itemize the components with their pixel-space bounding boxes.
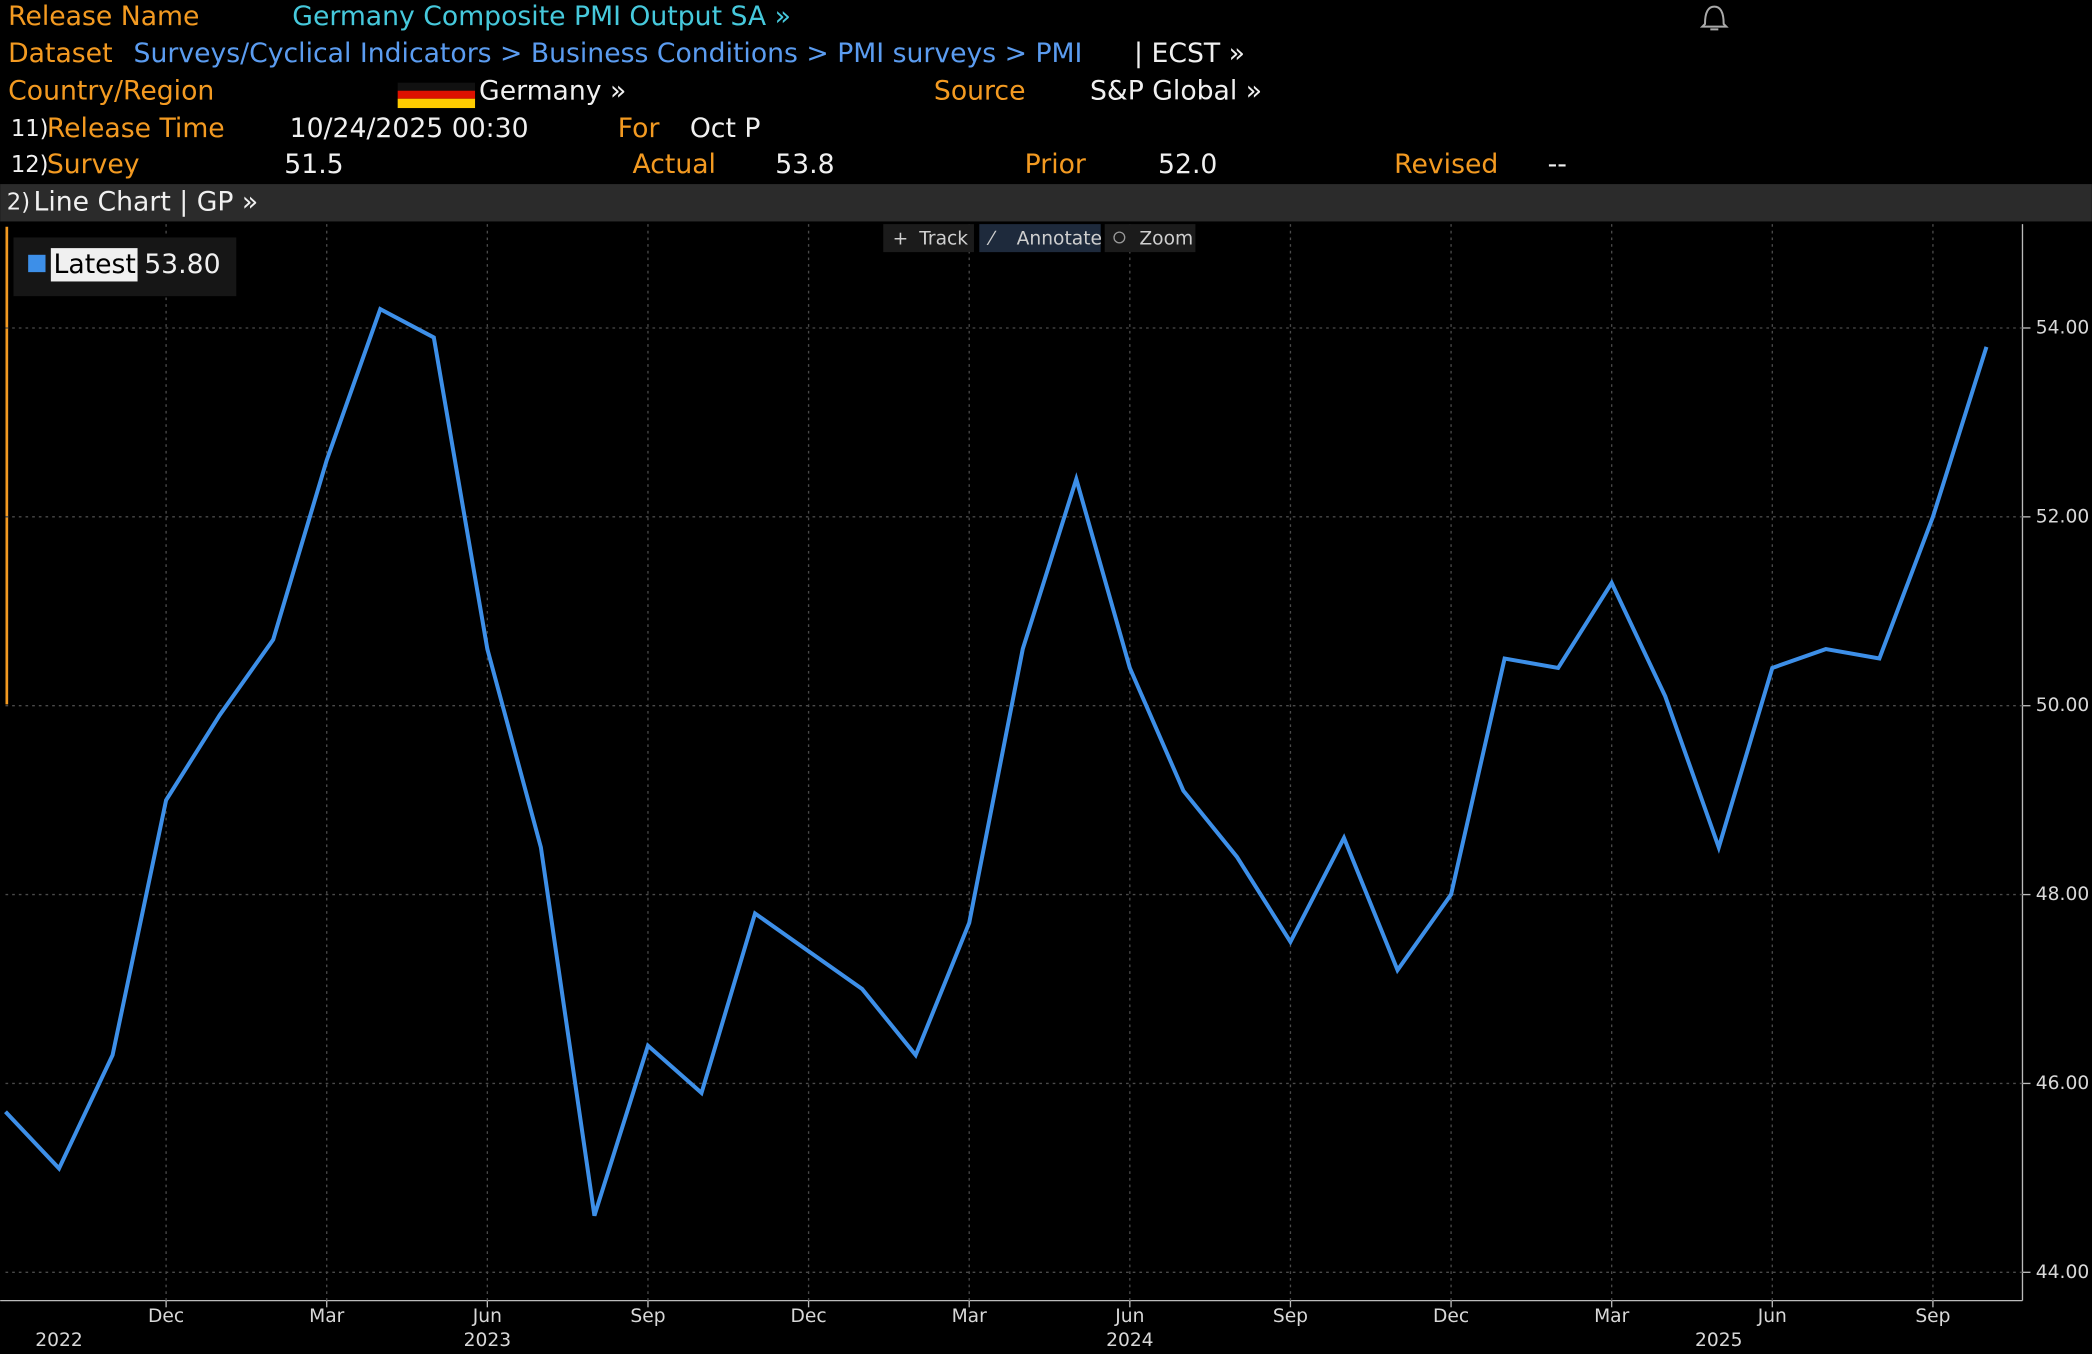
year-label: 2023 [464, 1330, 511, 1351]
tool-button[interactable] [979, 224, 1101, 253]
country[interactable]: Germany » [479, 76, 626, 107]
x-tick-label: Dec [148, 1306, 184, 1327]
y-tick-label: 54.00 [2036, 317, 2089, 338]
x-tick-label: Dec [791, 1306, 827, 1327]
release-time: 10/24/2025 00:30 [290, 113, 529, 144]
actual: 53.8 [775, 149, 834, 180]
label: Actual [632, 149, 716, 180]
y-tick-label: 52.00 [2036, 506, 2089, 527]
y-tick-label: 50.00 [2036, 695, 2089, 716]
y-tick-label: 48.00 [2036, 884, 2089, 905]
bell-icon[interactable] [1699, 5, 1729, 31]
y-tick-label: 44.00 [2036, 1262, 2089, 1283]
toolbar [0, 184, 2092, 222]
y-tick-label: 46.00 [2036, 1073, 2089, 1094]
revised: -- [1548, 149, 1567, 180]
x-tick-label: Sep [1915, 1306, 1950, 1327]
plot: 44.00 46.00 48.00 50.00 52.00 54.00 Dec Mar Jun S… [0, 224, 2089, 1351]
legend-value: 53.80 [144, 249, 220, 280]
label: Release Name [8, 1, 199, 32]
year-label: 2024 [1106, 1330, 1153, 1351]
x-tick-label: Jun [1114, 1306, 1144, 1327]
flag [397, 82, 476, 109]
label: Survey [47, 149, 140, 180]
x-tick-label: Dec [1433, 1306, 1469, 1327]
label: Prior [1025, 149, 1086, 180]
label: Source [934, 76, 1026, 107]
survey: 51.5 [284, 149, 343, 180]
label: For [618, 113, 660, 144]
x-tick-label: Sep [1273, 1306, 1308, 1327]
period: Oct P [690, 113, 761, 144]
prior: 52.0 [1158, 149, 1217, 180]
dataset-suffix[interactable]: | ECST » [1134, 38, 1245, 69]
x-tick-label: Mar [952, 1306, 988, 1327]
x-tick-label: Jun [472, 1306, 502, 1327]
x-tick-label: Sep [630, 1306, 665, 1327]
x-tick-label: Mar [1594, 1306, 1630, 1327]
x-tick-label: Mar [309, 1306, 345, 1327]
label: Dataset [8, 38, 112, 69]
year-label: 2022 [35, 1330, 82, 1351]
tool-button[interactable] [1104, 224, 1196, 253]
source[interactable]: S&P Global » [1090, 76, 1262, 107]
dataset-path[interactable]: Surveys/Cyclical Indicators > Business C… [134, 38, 1083, 69]
tool-icon [1113, 231, 1126, 244]
row-number: 11) [11, 116, 49, 142]
label: Country/Region [8, 76, 214, 107]
tool-button[interactable] [883, 224, 974, 253]
toolbar-number: 2) [7, 189, 30, 215]
toolbar-title[interactable]: Line Chart | GP » [34, 186, 259, 217]
legend-highlight [50, 248, 138, 282]
tool-label[interactable]: Annotate [1017, 228, 1102, 249]
series-line [4, 306, 1989, 1217]
label: Release Time [47, 113, 225, 144]
tool-label[interactable]: Zoom [1139, 228, 1193, 249]
legend-swatch [28, 254, 46, 273]
release-name[interactable]: Germany Composite PMI Output SA » [292, 1, 791, 32]
year-label: 2025 [1695, 1330, 1742, 1351]
tool-label[interactable]: Track [918, 228, 968, 249]
tool-icon: ⁄ [986, 228, 997, 249]
x-tick-label: Jun [1757, 1306, 1787, 1327]
label: Revised [1394, 149, 1498, 180]
row-number: 12) [11, 152, 49, 178]
legend-entry: Latest [54, 249, 136, 280]
tool-icon: + [893, 228, 909, 249]
